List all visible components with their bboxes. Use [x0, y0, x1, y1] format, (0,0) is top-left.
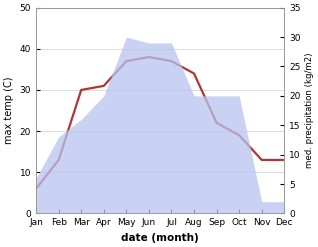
X-axis label: date (month): date (month) — [121, 233, 199, 243]
Y-axis label: max temp (C): max temp (C) — [4, 77, 14, 144]
Y-axis label: med. precipitation (kg/m2): med. precipitation (kg/m2) — [305, 53, 314, 168]
